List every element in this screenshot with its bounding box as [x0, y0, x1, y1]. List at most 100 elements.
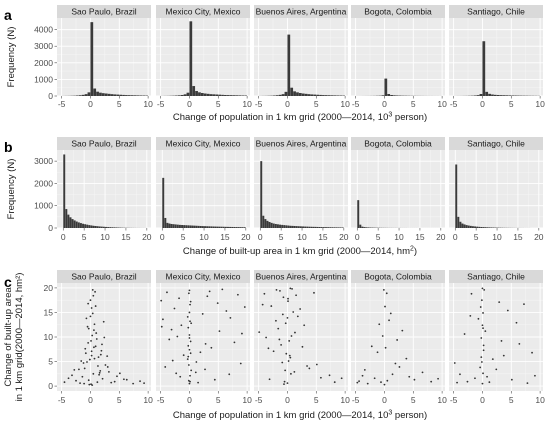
- histogram-bar: [191, 225, 194, 228]
- scatter-point: [95, 332, 98, 334]
- histogram-bar: [226, 95, 230, 96]
- scatter-point: [523, 303, 525, 306]
- scatter-point: [376, 351, 379, 354]
- scatter-point: [88, 383, 91, 386]
- histogram-bar: [289, 225, 292, 228]
- x-tick-label: 10: [100, 232, 110, 242]
- x-tick-label: -5: [255, 395, 263, 405]
- histogram-bar: [235, 227, 238, 228]
- histogram-bar: [107, 227, 110, 228]
- histogram-bar: [212, 94, 216, 96]
- scatter-point: [90, 350, 93, 353]
- scatter-point: [125, 378, 128, 381]
- x-tick-label: 10: [340, 99, 350, 109]
- y-axis-title: Frequency (N): [6, 27, 17, 88]
- scatter-point: [358, 380, 360, 383]
- histogram-bar: [199, 225, 202, 228]
- facet-buenos-aires-argentina: Buenos Aires, Argentina 0 5 10 15 20: [254, 137, 349, 242]
- histogram-bar: [241, 227, 244, 228]
- scatter-point: [179, 375, 182, 378]
- x-tick-label: 0: [480, 99, 485, 109]
- histogram-bar: [170, 223, 173, 228]
- scatter-point: [265, 336, 268, 339]
- scatter-point: [474, 377, 476, 380]
- histogram-bar: [467, 225, 470, 228]
- scatter-point: [398, 366, 401, 368]
- histogram-bar: [393, 95, 396, 96]
- histogram-bar: [231, 226, 234, 228]
- x-tick-label: 10: [242, 99, 252, 109]
- x-tick-label: 5: [279, 232, 284, 242]
- scatter-point: [290, 335, 293, 337]
- histogram-bar: [488, 227, 491, 228]
- scatter-point: [277, 327, 280, 330]
- scatter-point: [189, 352, 192, 355]
- x-tick-label: 10: [437, 395, 447, 405]
- scatter-point: [491, 358, 494, 360]
- scatter-point: [296, 315, 299, 318]
- histogram-bar: [181, 224, 184, 228]
- x-tick-label: 0: [187, 99, 192, 109]
- histogram-bar: [322, 95, 325, 96]
- scatter-point: [363, 368, 366, 371]
- panel-label-a: a: [4, 7, 12, 23]
- scatter-point: [288, 340, 291, 342]
- facet-title: Bogota, Colombia: [364, 139, 432, 149]
- facet-title: Sao Paulo, Brazil: [71, 139, 136, 149]
- scatter-point: [73, 368, 76, 371]
- scatter-point: [189, 374, 191, 377]
- y-tick-label: 1000: [34, 201, 53, 211]
- plot-area: [351, 18, 445, 96]
- scatter-point: [281, 313, 284, 316]
- histogram-bar: [164, 217, 167, 228]
- scatter-point: [482, 349, 485, 352]
- plot-area: [449, 18, 543, 96]
- histogram-bar: [298, 93, 302, 96]
- histogram-bar: [341, 227, 344, 228]
- histogram-bar: [210, 226, 213, 228]
- scatter-point: [500, 340, 503, 342]
- scatter-point: [110, 381, 113, 384]
- scatter-point: [88, 358, 91, 361]
- scatter-point: [160, 325, 163, 328]
- histogram-bar: [90, 22, 94, 97]
- histogram-bar: [65, 209, 68, 228]
- x-axis-title: Change of built-up area in 1 km grid (20…: [183, 246, 417, 258]
- scatter-point: [90, 307, 93, 309]
- x-tick-label: 5: [509, 395, 514, 405]
- scatter-point: [340, 377, 343, 380]
- histogram-bar: [314, 226, 317, 228]
- histogram-bar: [87, 92, 91, 96]
- histogram-bar: [104, 93, 108, 96]
- histogram-bar: [330, 95, 334, 96]
- histogram-bar: [206, 226, 209, 228]
- histogram-bar: [229, 95, 233, 96]
- scatter-point: [81, 375, 84, 378]
- facet-title: Bogota, Colombia: [364, 272, 432, 282]
- x-tick-label: 0: [61, 232, 66, 242]
- scatter-point: [101, 377, 104, 380]
- x-tick-label: -5: [58, 395, 66, 405]
- scatter-point: [190, 369, 193, 372]
- x-tick-label: -5: [157, 395, 165, 405]
- histogram-bar: [479, 94, 483, 96]
- scatter-point: [413, 378, 416, 381]
- histogram-bar: [329, 227, 332, 228]
- histogram-bar: [331, 227, 334, 228]
- scatter-point: [272, 350, 275, 353]
- y-tick-label: 3000: [34, 41, 53, 51]
- scatter-point: [315, 363, 318, 366]
- scatter-point: [143, 382, 145, 385]
- x-tick-label: -5: [157, 99, 165, 109]
- scatter-point: [481, 324, 484, 327]
- histogram-bar: [279, 224, 282, 228]
- scatter-point: [258, 331, 261, 333]
- x-tick-label: -5: [352, 99, 360, 109]
- histogram-bar: [318, 226, 321, 228]
- histogram-bar: [195, 91, 198, 96]
- histogram-bar: [339, 227, 342, 228]
- scatter-point: [463, 333, 466, 335]
- scatter-point: [385, 292, 388, 295]
- histogram-bar: [337, 227, 340, 228]
- histogram-bar: [266, 220, 269, 228]
